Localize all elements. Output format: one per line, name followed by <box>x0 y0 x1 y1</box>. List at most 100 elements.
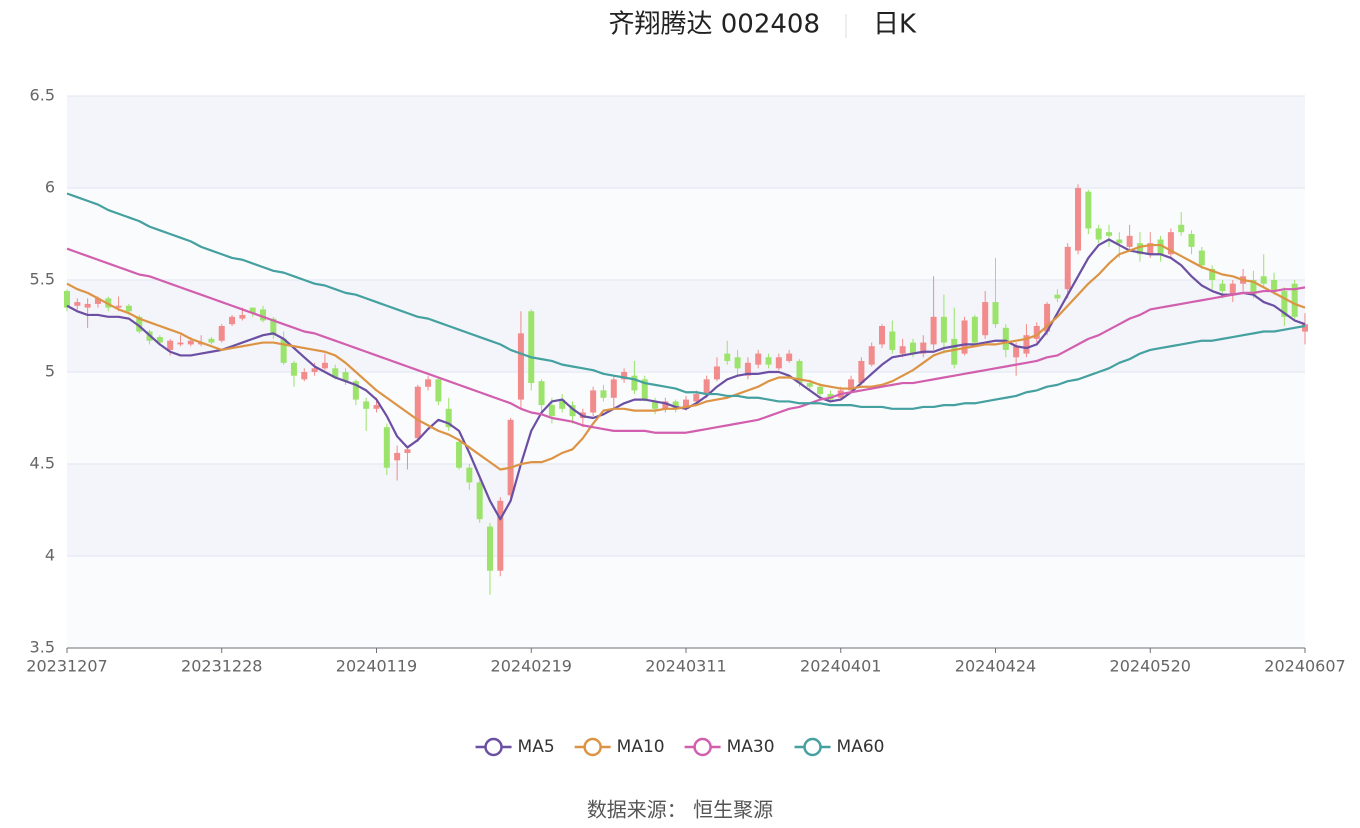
candle-body <box>115 305 122 308</box>
candle-body <box>590 390 597 413</box>
candle-body <box>84 303 91 308</box>
candle-body <box>404 449 411 453</box>
ma-line <box>66 247 1306 434</box>
candle-body <box>1229 283 1236 295</box>
candle-body <box>693 394 700 402</box>
candle-body <box>64 291 70 308</box>
candle-body <box>868 346 875 365</box>
candle-body <box>321 362 328 369</box>
candle-body <box>435 379 442 402</box>
candle-body <box>992 302 999 325</box>
y-tick-label: 5 <box>45 362 55 381</box>
candle-body <box>507 419 514 496</box>
candle-body <box>394 452 401 461</box>
candle-body <box>414 386 421 439</box>
candle-body <box>744 362 751 376</box>
candle-body <box>951 338 958 365</box>
x-tick-label: 20240219 <box>491 657 572 676</box>
candle-body <box>528 311 535 384</box>
candle-body <box>600 390 607 398</box>
candle-body <box>311 368 318 372</box>
legend-label: MA60 <box>837 737 885 757</box>
candle-body <box>621 372 628 380</box>
ma-line <box>66 238 1306 521</box>
candle-body <box>817 386 824 395</box>
candle-body <box>1054 294 1061 299</box>
candle-body <box>538 381 545 406</box>
candle-body <box>363 401 370 409</box>
candle-body <box>1002 327 1009 350</box>
candle-body <box>280 338 287 363</box>
candle-body <box>796 360 803 384</box>
candle-body <box>425 379 432 387</box>
candle-body <box>569 405 576 417</box>
ma-line <box>66 192 1306 410</box>
candle-body <box>631 375 638 391</box>
candle-body <box>1023 335 1030 354</box>
candle-body <box>1198 250 1205 266</box>
y-tick-label: 5.5 <box>30 270 55 289</box>
legend-marker <box>803 737 822 757</box>
legend-label: MA10 <box>617 737 665 757</box>
x-tick-label: 20240520 <box>1110 657 1191 676</box>
candle-body <box>1075 188 1082 251</box>
source-note: 数据来源： 恒生聚源 <box>587 798 773 822</box>
candle-body <box>156 337 163 343</box>
x-tick-label: 20240424 <box>955 657 1036 676</box>
y-tick-label: 6.5 <box>30 86 55 105</box>
candle-body <box>909 342 916 354</box>
candle-body <box>352 381 359 400</box>
candle-body <box>641 379 648 400</box>
candle-body <box>806 383 813 387</box>
candle-body <box>765 357 772 365</box>
candle-body <box>270 318 277 336</box>
candle-body <box>1044 303 1051 332</box>
candle-body <box>239 314 246 319</box>
x-tick-label: 20231207 <box>26 657 107 676</box>
candle-body <box>1291 283 1298 317</box>
candle-body <box>1209 268 1216 280</box>
x-tick-label: 20240607 <box>1264 657 1345 676</box>
candle-body <box>775 357 782 369</box>
candle-body <box>1095 228 1102 240</box>
candle-body <box>1188 234 1195 247</box>
candle-body <box>456 441 463 468</box>
candle-body <box>208 338 215 343</box>
candle-body <box>734 357 741 369</box>
plot-background <box>67 95 1305 649</box>
candle-body <box>290 362 297 376</box>
ma-line <box>66 243 1306 471</box>
candle-body <box>858 360 865 384</box>
candle-body <box>930 316 937 345</box>
split-area <box>67 96 1305 188</box>
candle-body <box>1167 232 1174 255</box>
candle-body <box>332 368 339 378</box>
y-tick-label: 4 <box>45 546 55 565</box>
candle-body <box>94 298 101 304</box>
candle-body <box>920 342 927 354</box>
legend-marker <box>484 737 503 757</box>
candle-body <box>187 340 194 345</box>
split-area <box>67 464 1305 556</box>
candle-body <box>1013 346 1020 358</box>
candle-body <box>899 346 906 354</box>
candle-body <box>260 309 267 321</box>
y-tick-label: 4.5 <box>30 454 55 473</box>
candle-body <box>662 401 669 409</box>
candle-body <box>1178 224 1185 233</box>
split-area <box>67 280 1305 372</box>
candle-body <box>517 333 524 400</box>
candle-body <box>1033 326 1040 339</box>
candle-body <box>229 316 236 325</box>
candle-body <box>342 372 349 382</box>
candle-body <box>971 316 978 343</box>
candle-body <box>1126 235 1133 247</box>
candle-body <box>1157 239 1164 255</box>
candle-body <box>982 302 989 336</box>
candle-body <box>889 331 896 350</box>
candle-body <box>466 467 473 483</box>
y-tick-label: 3.5 <box>30 638 55 657</box>
legend-label: MA30 <box>727 737 775 757</box>
legend-marker <box>693 737 712 757</box>
